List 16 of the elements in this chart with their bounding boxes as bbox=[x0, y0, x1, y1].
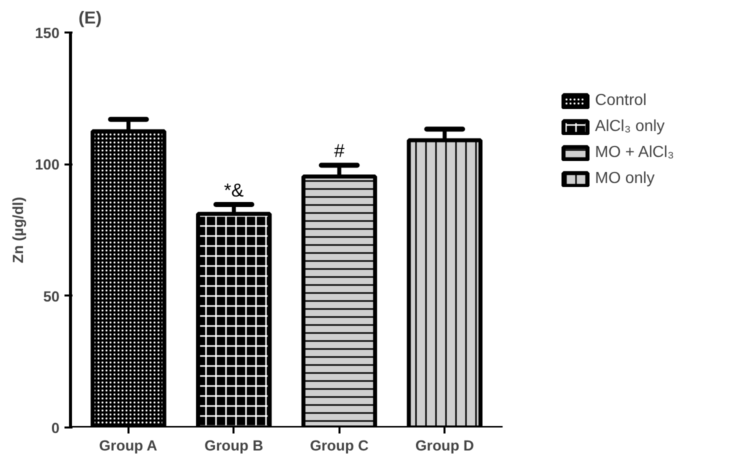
y-tick-label: 0 bbox=[51, 421, 60, 437]
y-tick-label: 100 bbox=[35, 158, 60, 174]
x-tick-label: Group C bbox=[310, 438, 369, 454]
legend-label: MO + AlCl₃ bbox=[595, 144, 674, 162]
x-tick-label: Group A bbox=[99, 438, 158, 454]
annotation: # bbox=[334, 140, 346, 162]
x-tick-label: Group B bbox=[204, 438, 264, 454]
y-tick-label: 150 bbox=[35, 26, 60, 42]
legend-label: MO only bbox=[595, 170, 655, 188]
legend-label: Control bbox=[595, 92, 647, 110]
legend-label: AlCl₃ only bbox=[595, 118, 665, 136]
y-tick-label: 50 bbox=[43, 289, 60, 306]
chart-title: (E) bbox=[78, 8, 102, 28]
x-tick-label: Group D bbox=[415, 438, 474, 454]
annotation: *& bbox=[224, 179, 244, 200]
y-axis-title: Zn (µg/dl) bbox=[11, 196, 28, 264]
